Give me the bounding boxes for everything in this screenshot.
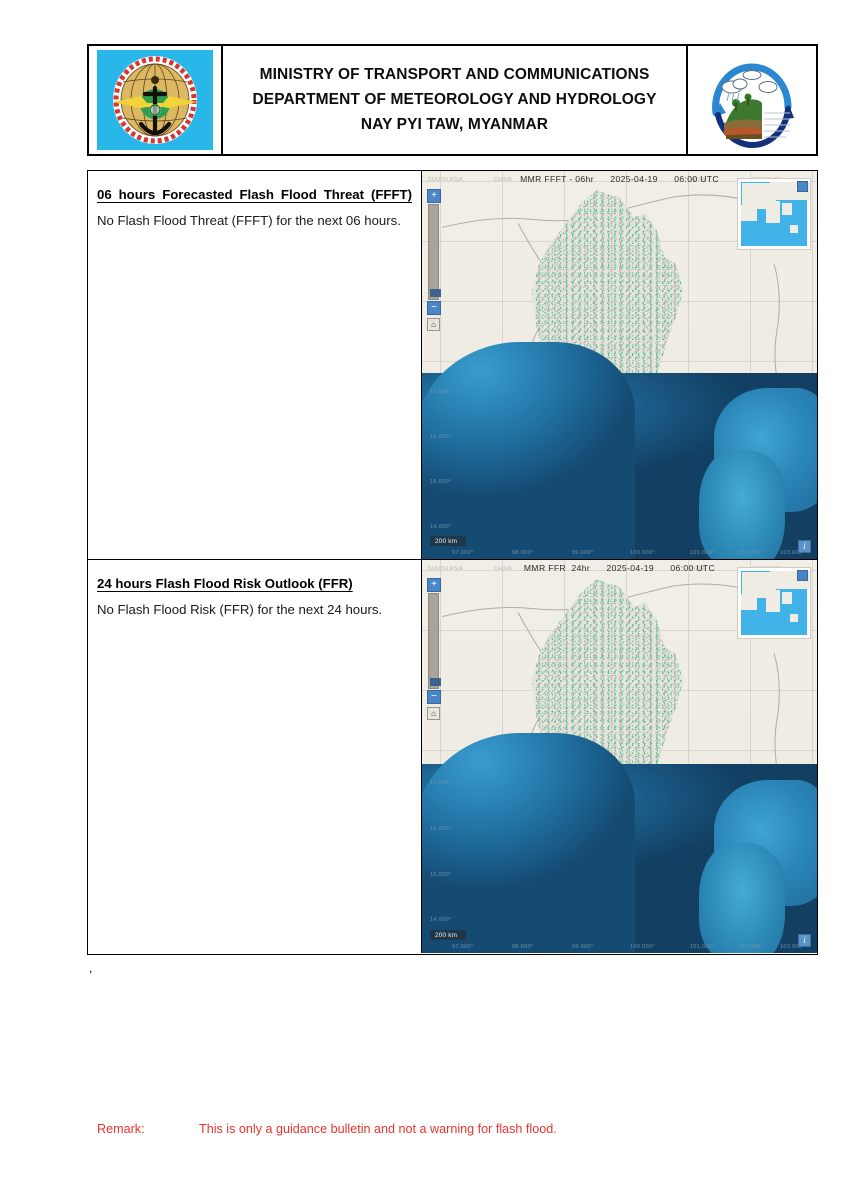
zoom-out-button[interactable]: − bbox=[427, 690, 441, 704]
ffr-map[interactable]: SOUTH ASIA CHINA INDIA MYANMAR bbox=[422, 560, 817, 953]
inset-landmass bbox=[782, 203, 792, 215]
map-overview-inset[interactable] bbox=[737, 567, 811, 639]
map-scale-bar: 200 km bbox=[430, 536, 467, 546]
map-lon-label: 98.000° bbox=[512, 550, 534, 556]
ffr-map-title: MMR FFR 24hr 2025-04-19 06:00 UTC bbox=[523, 563, 716, 573]
map-lon-label: 97.000° bbox=[452, 550, 474, 556]
map-lon-label: 98.000° bbox=[512, 944, 534, 950]
map-info-button[interactable]: i bbox=[798, 934, 811, 947]
table-row: 24 hours Flash Flood Risk Outlook (FFR) … bbox=[88, 560, 817, 953]
remark-label: Remark: bbox=[97, 1122, 145, 1136]
map-ocean-bay-of-bengal bbox=[422, 341, 636, 559]
map-faint-label: SOUTH ASIA bbox=[428, 177, 464, 183]
map-lat-label: 14.000° bbox=[430, 917, 452, 923]
zoom-slider-track[interactable] bbox=[428, 204, 441, 300]
dmh-water-cycle-icon bbox=[696, 51, 808, 149]
inset-landmass bbox=[790, 614, 798, 622]
remark-text: This is only a guidance bulletin and not… bbox=[199, 1122, 557, 1136]
zoom-in-button[interactable]: + bbox=[427, 578, 441, 592]
zoom-out-button[interactable]: − bbox=[427, 301, 441, 315]
map-faint-label: INDIA bbox=[690, 566, 706, 572]
ffr-text-cell: 24 hours Flash Flood Risk Outlook (FFR) … bbox=[88, 560, 422, 953]
map-faint-label: INDIA bbox=[690, 177, 706, 183]
zoom-slider-thumb[interactable] bbox=[430, 678, 441, 686]
inset-landmass bbox=[766, 590, 780, 612]
zoom-in-button[interactable]: + bbox=[427, 189, 441, 203]
header-line-ministry: MINISTRY OF TRANSPORT AND COMMUNICATIONS bbox=[259, 65, 650, 83]
map-lon-label: 102.000° bbox=[738, 944, 763, 950]
header-line-location: NAY PYI TAW, MYANMAR bbox=[360, 115, 549, 133]
map-lat-label: 16.000° bbox=[430, 826, 452, 832]
map-lat-label: 14.000° bbox=[430, 524, 452, 530]
motc-emblem-icon bbox=[97, 50, 213, 150]
bulletin-table: 06 hours Forecasted Flash Flood Threat (… bbox=[87, 170, 818, 955]
inset-landmass bbox=[741, 594, 757, 610]
map-overview-inset[interactable] bbox=[737, 178, 811, 250]
inset-landmass bbox=[766, 201, 780, 223]
header-line-department: DEPARTMENT OF METEOROLOGY AND HYDROLOGY bbox=[252, 90, 657, 108]
inset-landmass bbox=[790, 225, 798, 233]
map-zoom-control[interactable]: + − ⌂ bbox=[427, 189, 441, 331]
ffr-title: 24 hours Flash Flood Risk Outlook (FFR) bbox=[97, 576, 353, 591]
inset-landmass bbox=[741, 205, 757, 221]
map-lon-label: 99.000° bbox=[572, 550, 594, 556]
ffft-body: No Flash Flood Threat (FFFT) for the nex… bbox=[97, 213, 401, 228]
map-faint-label: CHINA bbox=[494, 177, 513, 183]
map-lon-label: 101.000° bbox=[690, 944, 715, 950]
remark-line: Remark: This is only a guidance bulletin… bbox=[97, 1122, 797, 1136]
map-home-button[interactable]: ⌂ bbox=[427, 318, 440, 331]
ffr-map-cell[interactable]: SOUTH ASIA CHINA INDIA MYANMAR bbox=[422, 560, 817, 953]
ffft-map-title: MMR FFFT - 06hr 2025-04-19 06:00 UTC bbox=[520, 174, 719, 184]
header-title-cell: MINISTRY OF TRANSPORT AND COMMUNICATIONS… bbox=[223, 46, 686, 154]
map-lat-label: 17.000° bbox=[430, 780, 452, 786]
header-right-logo-cell bbox=[686, 46, 816, 154]
inset-collapse-button[interactable] bbox=[797, 570, 808, 581]
ffft-text-cell: 06 hours Forecasted Flash Flood Threat (… bbox=[88, 171, 422, 559]
map-lon-label: 99.000° bbox=[572, 944, 594, 950]
stray-punctuation-mark: , bbox=[89, 961, 93, 975]
map-lat-label: 15.000° bbox=[430, 479, 452, 485]
ffft-title: 06 hours Forecasted Flash Flood Threat (… bbox=[97, 187, 412, 202]
map-home-button[interactable]: ⌂ bbox=[427, 707, 440, 720]
map-lon-label: 103.000° bbox=[780, 550, 805, 556]
map-lat-label: 16.000° bbox=[430, 434, 452, 440]
ffft-map[interactable]: SOUTH ASIA CHINA INDIA MYANMAR bbox=[422, 171, 817, 559]
header-left-logo-cell bbox=[89, 46, 223, 154]
map-lon-label: 100.000° bbox=[630, 944, 655, 950]
map-scale-bar: 200 km bbox=[430, 930, 467, 940]
map-ocean-bay-of-bengal bbox=[422, 732, 636, 953]
map-ocean-south-china-sea bbox=[698, 450, 786, 559]
map-lon-label: 97.000° bbox=[452, 944, 474, 950]
map-lat-label: 15.000° bbox=[430, 872, 452, 878]
map-lon-label: 102.000° bbox=[738, 550, 763, 556]
map-faint-label: CHINA bbox=[494, 566, 513, 572]
zoom-slider-track[interactable] bbox=[428, 593, 441, 689]
ffft-map-cell[interactable]: SOUTH ASIA CHINA INDIA MYANMAR bbox=[422, 171, 817, 559]
map-lon-label: 103.000° bbox=[780, 944, 805, 950]
inset-landmass bbox=[782, 592, 792, 604]
map-lon-label: 101.000° bbox=[690, 550, 715, 556]
map-info-button[interactable]: i bbox=[798, 540, 811, 553]
map-ocean-south-china-sea bbox=[698, 842, 786, 953]
document-header: MINISTRY OF TRANSPORT AND COMMUNICATIONS… bbox=[87, 44, 818, 156]
table-row: 06 hours Forecasted Flash Flood Threat (… bbox=[88, 171, 817, 560]
map-zoom-control[interactable]: + − ⌂ bbox=[427, 578, 441, 720]
inset-collapse-button[interactable] bbox=[797, 181, 808, 192]
zoom-slider-thumb[interactable] bbox=[430, 289, 441, 297]
map-faint-label: SOUTH ASIA bbox=[428, 566, 464, 572]
map-lon-label: 100.000° bbox=[630, 550, 655, 556]
ffr-body: No Flash Flood Risk (FFR) for the next 2… bbox=[97, 602, 383, 617]
map-lat-label: 17.000° bbox=[430, 389, 452, 395]
